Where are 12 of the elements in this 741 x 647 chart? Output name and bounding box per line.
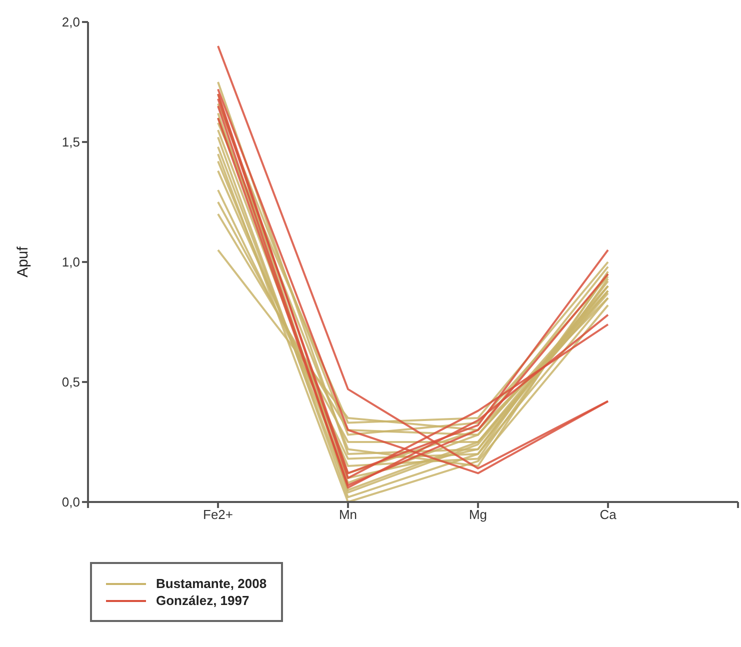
- legend-label: Bustamante, 2008: [156, 576, 267, 591]
- x-tick-label: Mn: [338, 507, 358, 522]
- y-axis-title: Apuf: [14, 246, 32, 278]
- x-tick-label: Ca: [600, 507, 618, 522]
- y-tick-label: 0,0: [62, 494, 80, 510]
- y-tick-label: 0,5: [62, 374, 80, 390]
- y-tick-label: 1,0: [62, 254, 80, 270]
- x-tick-label: Fe2+: [203, 507, 233, 522]
- x-tick-label: Mg: [468, 507, 488, 522]
- y-tick-label: 1,5: [62, 134, 80, 150]
- legend-label: González, 1997: [156, 593, 250, 608]
- y-tick-label: 2,0: [62, 14, 80, 30]
